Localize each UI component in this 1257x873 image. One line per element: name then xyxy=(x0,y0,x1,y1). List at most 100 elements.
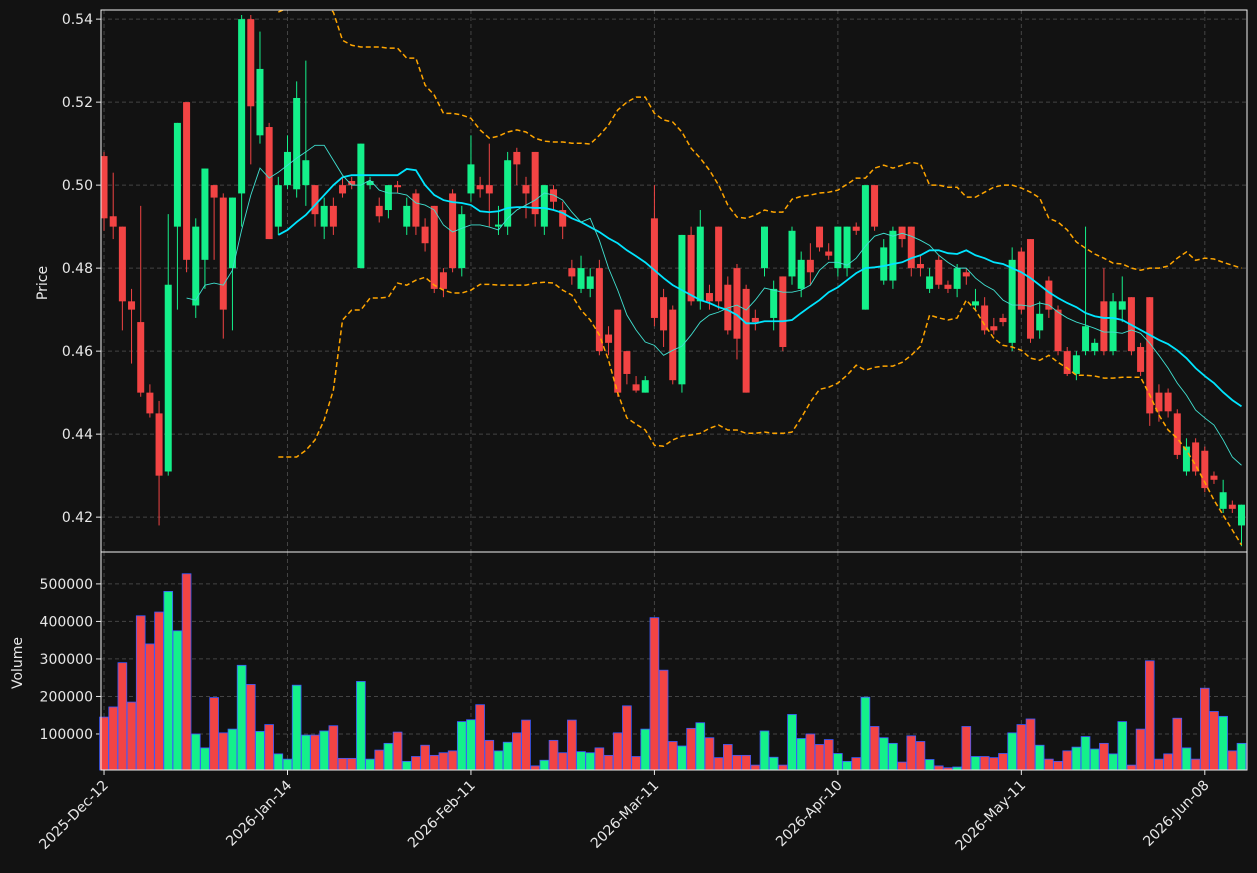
volume-bar xyxy=(190,733,201,771)
y-tick-label: 100000 xyxy=(40,727,93,743)
volume-bar xyxy=(1172,717,1183,771)
candle-body xyxy=(522,185,530,194)
volume-bar xyxy=(135,615,146,771)
candle-body xyxy=(880,247,888,281)
volume-bar xyxy=(897,761,907,771)
volume-bar xyxy=(778,764,788,771)
volume-bar xyxy=(282,758,293,771)
volume-bar xyxy=(1062,750,1073,771)
y-axis-label: Volume xyxy=(10,637,26,689)
candle-body xyxy=(118,226,126,302)
candle-body xyxy=(1027,239,1035,339)
candle-body xyxy=(962,272,970,277)
volume-bar xyxy=(869,726,880,771)
volume-bar xyxy=(732,754,742,771)
candle-body xyxy=(293,97,301,190)
volume-bar xyxy=(603,754,614,771)
volume-bar xyxy=(411,756,421,771)
candle-body xyxy=(1017,251,1025,310)
candle-body xyxy=(137,322,145,393)
candle-body xyxy=(990,326,998,331)
volume-bar xyxy=(924,759,935,771)
volume-bar xyxy=(530,765,540,771)
volume-bar xyxy=(796,738,806,771)
volume-bar xyxy=(1126,764,1137,771)
candle-body xyxy=(816,226,824,248)
candle-body xyxy=(696,226,704,302)
candle-body xyxy=(357,143,365,269)
candle-body xyxy=(1109,301,1117,352)
volume-bar xyxy=(1034,744,1045,771)
candle-body xyxy=(797,259,805,289)
candle-body xyxy=(228,197,236,269)
volume-bar xyxy=(933,765,944,771)
volume-bar xyxy=(1044,758,1054,771)
volume-bar xyxy=(1071,746,1082,771)
candle-body xyxy=(843,226,851,269)
volume-bar xyxy=(456,721,467,771)
candle-body xyxy=(430,205,438,289)
volume-bar xyxy=(1117,721,1128,771)
volume-bar xyxy=(1236,742,1247,771)
candle-body xyxy=(384,185,392,211)
volume-bar xyxy=(567,719,577,771)
candle-body xyxy=(1210,475,1218,480)
volume-bar xyxy=(704,737,715,771)
volume-bar xyxy=(383,742,394,771)
volume-bar xyxy=(1218,715,1228,771)
y-tick-label: 0.42 xyxy=(62,510,93,526)
volume-bar xyxy=(319,730,329,771)
candle-body xyxy=(669,309,677,381)
volume-bar xyxy=(273,753,284,771)
candle-body xyxy=(678,234,686,385)
candle-body xyxy=(834,226,842,269)
volume-bar xyxy=(420,744,430,771)
candle-body xyxy=(559,210,567,227)
candle-body xyxy=(348,180,356,186)
y-tick-label: 0.52 xyxy=(62,95,93,111)
candle-body xyxy=(971,301,979,306)
volume-bar xyxy=(989,757,999,771)
candle-body xyxy=(219,197,227,310)
candle-body xyxy=(650,218,658,318)
candle-body xyxy=(128,301,136,310)
candle-body xyxy=(981,305,989,331)
candle-body xyxy=(439,272,447,289)
y-tick-label: 400000 xyxy=(40,614,93,630)
candle-body xyxy=(1182,446,1190,472)
volume-bar xyxy=(585,752,596,771)
volume-bar xyxy=(888,742,898,771)
volume-bar xyxy=(842,760,852,771)
candle-body xyxy=(494,224,502,227)
candle-body xyxy=(641,380,649,393)
candle-body xyxy=(1201,450,1209,489)
candle-body xyxy=(1219,492,1227,509)
candle-body xyxy=(192,226,200,306)
candle-body xyxy=(311,185,319,215)
volume-bar xyxy=(200,747,210,771)
candle-body xyxy=(595,268,603,352)
volume-bar xyxy=(512,732,522,771)
candle-body xyxy=(825,251,833,256)
y-tick-label: 500000 xyxy=(40,577,93,593)
candle-body xyxy=(302,160,310,186)
volume-bar xyxy=(640,728,651,771)
y-tick-label: 0.50 xyxy=(62,178,93,194)
volume-bar xyxy=(401,760,412,771)
candle-body xyxy=(770,288,778,318)
volume-bar xyxy=(667,741,678,771)
y-tick-label: 200000 xyxy=(40,689,93,705)
candle-body xyxy=(540,185,548,227)
candle-body xyxy=(1137,346,1145,372)
candle-body xyxy=(806,259,814,273)
volume-bar xyxy=(264,724,274,771)
candle-body xyxy=(1082,326,1090,352)
candle-body xyxy=(449,193,457,269)
volume-bar xyxy=(475,704,485,771)
candle-body xyxy=(247,19,255,107)
volume-bar xyxy=(291,684,302,771)
volume-bar xyxy=(906,735,917,771)
candle-body xyxy=(109,216,117,227)
candle-body xyxy=(375,205,383,217)
volume-bar xyxy=(677,745,687,771)
